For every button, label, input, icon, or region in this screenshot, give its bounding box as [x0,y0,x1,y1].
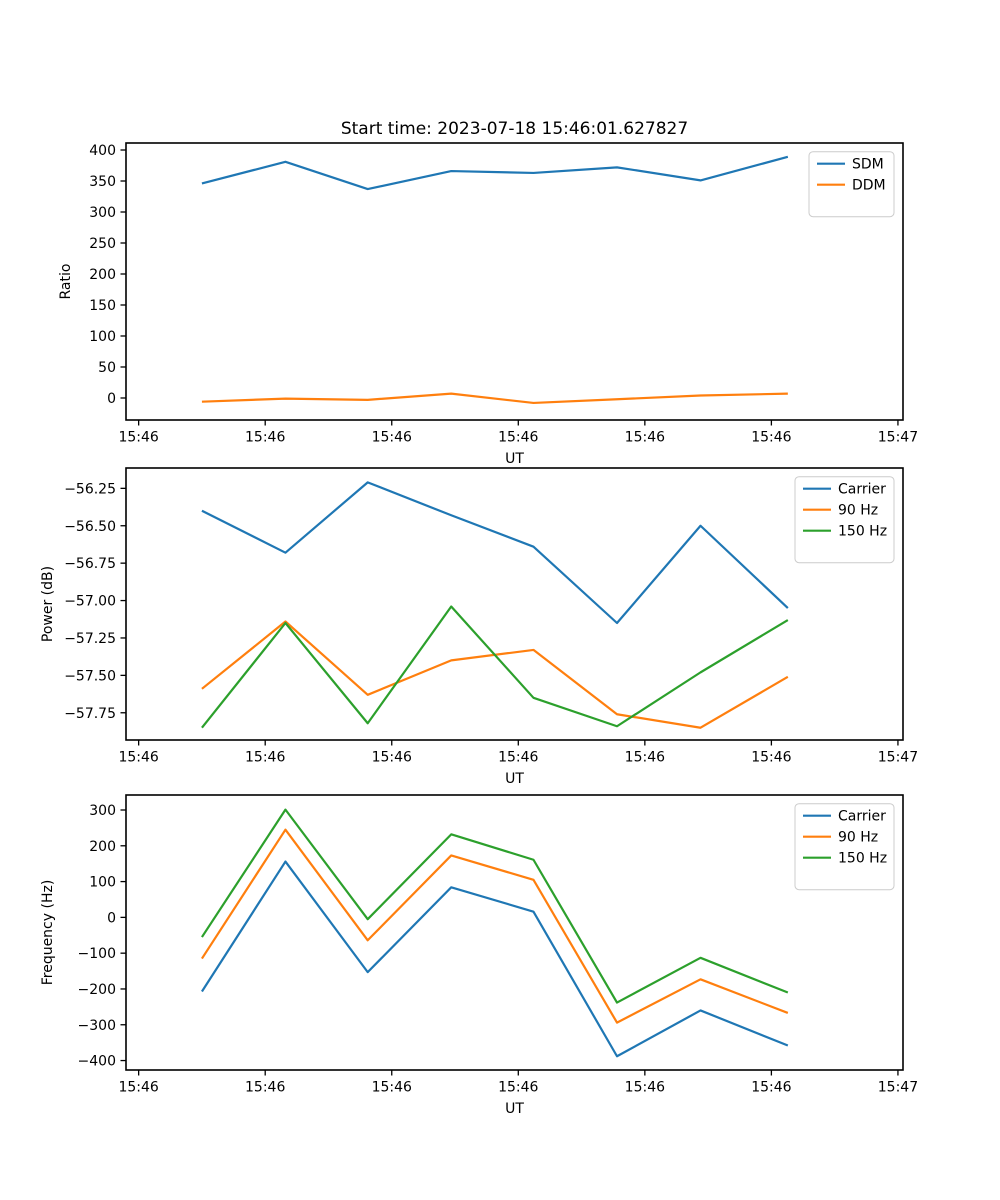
90-hz-line [201,620,789,729]
ratio-plot: 15:46 15:46 15:46 15:46 15:46 15:46 15:47 0 50 10… [58,142,918,467]
y-tick-label: −56.50 [64,519,116,535]
frequency-x-axis-label: UT [505,1101,524,1117]
legend-label: 150 Hz [838,524,887,540]
y-tick-label: −57.00 [64,594,116,610]
legend-label: Carrier [838,809,886,825]
x-tick-label: 15:46 [245,750,285,766]
x-tick-label: 15:46 [498,430,538,446]
legend-box [794,803,895,891]
x-tick-label: 15:46 [625,750,665,766]
y-tick-label: 200 [89,267,116,283]
power-plot: 15:46 15:46 15:46 15:46 15:46 15:46 15:47 −56.2… [40,467,918,787]
x-tick-label: 15:47 [878,750,918,766]
y-tick-label: −200 [78,982,116,998]
ratio-plot-frame [125,142,904,421]
y-tick-label: 400 [89,143,116,159]
frequency-y-axis-label: Frequency (Hz) [40,880,56,986]
ratio-y-axis-label: Ratio [58,264,74,300]
x-tick-label: 15:46 [118,430,158,446]
legend-label: DDM [852,178,886,194]
carrier-line [201,481,789,625]
y-tick-label: 200 [89,839,116,855]
x-tick-label: 15:46 [625,1080,665,1096]
legend-label: 90 Hz [838,503,878,519]
x-tick-label: 15:46 [245,1080,285,1096]
legend-box [808,151,895,218]
ratio-legend: SDM DDM [808,151,895,218]
y-tick-label: 150 [89,298,116,314]
y-tick-label: 300 [89,205,116,221]
y-tick-label: 350 [89,174,116,190]
y-tick-label: 50 [98,360,116,376]
carrier-line [201,860,789,1058]
power-x-axis-label: UT [505,771,524,787]
y-tick-label: −57.25 [64,631,116,647]
x-tick-label: 15:47 [878,430,918,446]
150-hz-line [201,605,789,729]
x-tick-label: 15:46 [751,430,791,446]
y-tick-label: 100 [89,875,116,891]
power-plot-frame [125,467,904,741]
y-tick-label: 0 [107,391,116,407]
y-tick-label: −56.25 [64,481,116,497]
ratio-x-axis-label: UT [505,451,524,467]
y-tick-label: 250 [89,236,116,252]
x-tick-label: 15:46 [751,1080,791,1096]
legend-box [794,476,895,564]
150-hz-line [201,808,789,1004]
x-tick-label: 15:46 [118,750,158,766]
y-tick-label: 300 [89,803,116,819]
y-tick-label: −400 [78,1054,116,1070]
y-tick-label: −100 [78,946,116,962]
y-tick-label: −300 [78,1018,116,1034]
ddm-line [201,392,788,405]
legend-label: SDM [852,157,884,173]
x-tick-label: 15:46 [751,750,791,766]
x-tick-label: 15:46 [118,1080,158,1096]
legend-label: Carrier [838,482,886,498]
sdm-line [201,155,789,191]
y-tick-label: 100 [89,329,116,345]
power-legend: Carrier 90 Hz 150 Hz [794,476,895,564]
x-tick-label: 15:46 [372,750,412,766]
y-tick-label: −56.75 [64,556,116,572]
y-tick-label: −57.50 [64,668,116,684]
y-tick-label: −57.75 [64,706,116,722]
x-tick-label: 15:46 [372,1080,412,1096]
x-tick-label: 15:47 [878,1080,918,1096]
x-tick-label: 15:46 [498,750,538,766]
x-tick-label: 15:46 [372,430,412,446]
frequency-legend: Carrier 90 Hz 150 Hz [794,803,895,891]
frequency-plot: 15:46 15:46 15:46 15:46 15:46 15:46 15:47 300 20… [40,794,918,1117]
x-tick-label: 15:46 [625,430,665,446]
figure-title: Start time: 2023-07-18 15:46:01.627827 [340,119,689,139]
legend-label: 90 Hz [838,830,878,846]
frequency-plot-frame [125,794,904,1071]
y-tick-label: 0 [107,910,116,926]
x-tick-label: 15:46 [245,430,285,446]
legend-label: 150 Hz [838,851,887,867]
90-hz-line [201,828,789,1024]
x-tick-label: 15:46 [498,1080,538,1096]
power-y-axis-label: Power (dB) [40,566,56,642]
